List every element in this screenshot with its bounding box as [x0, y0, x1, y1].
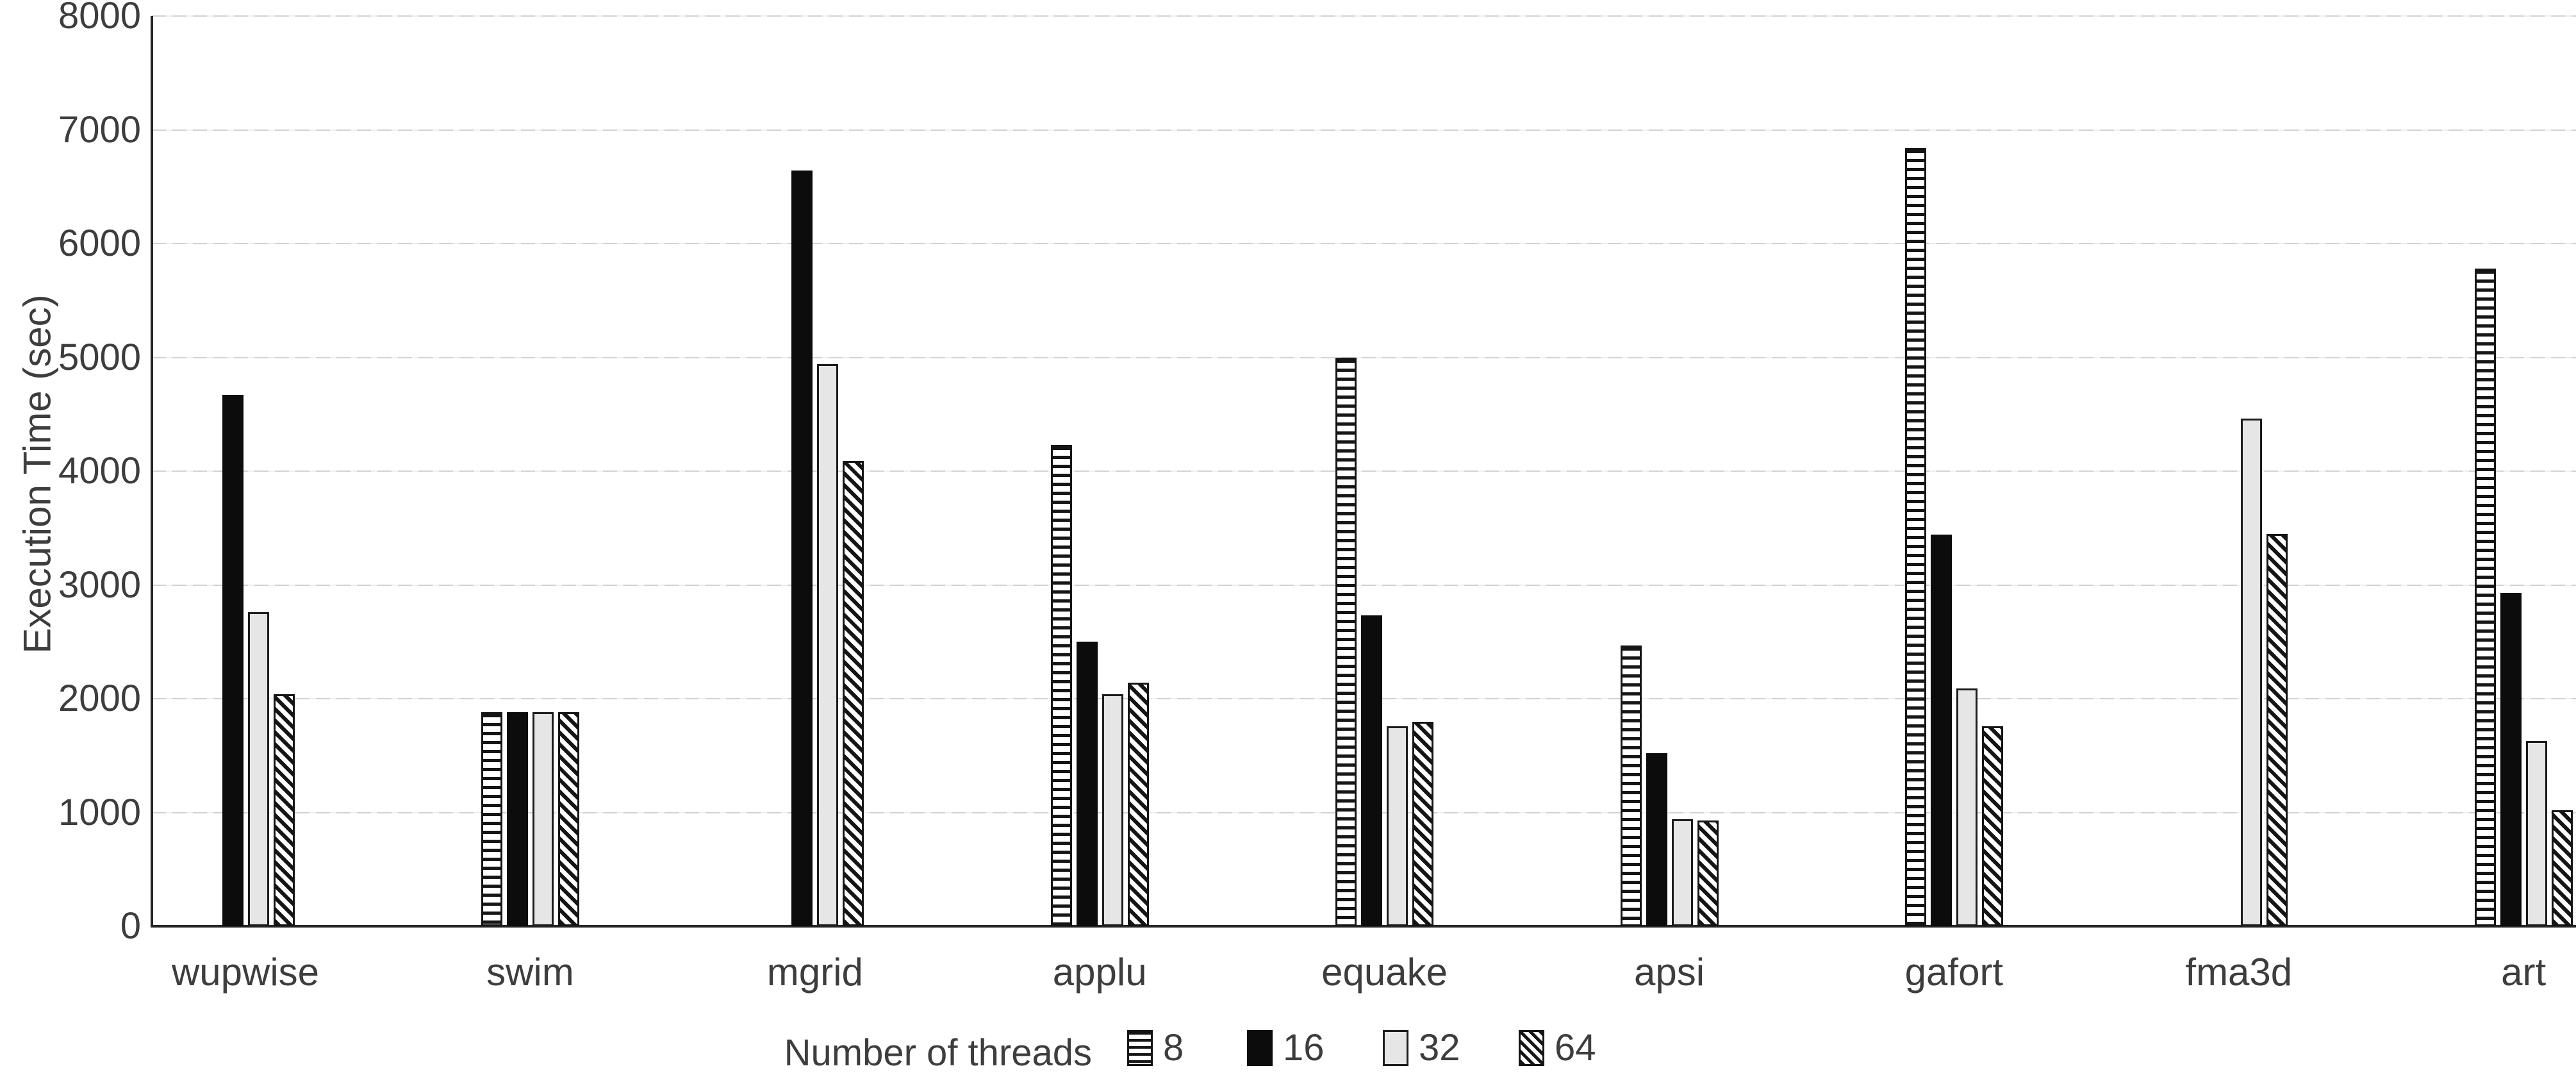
- bar-swim-64: [557, 712, 579, 926]
- gridline-5000: [152, 356, 2576, 358]
- bar-swim-16: [506, 712, 528, 926]
- bar-applu-32: [1102, 694, 1123, 926]
- x-category-label-wupwise: wupwise: [171, 951, 320, 994]
- legend-item-32: 32: [1383, 1029, 1460, 1067]
- y-tick-label-2000: 2000: [58, 678, 141, 719]
- legend-swatch-32: [1383, 1030, 1408, 1066]
- bar-gafort-8: [1904, 147, 1926, 926]
- x-category-label-mgrid: mgrid: [766, 951, 863, 994]
- legend-item-64: 64: [1519, 1029, 1596, 1067]
- bar-art-16: [2500, 592, 2522, 926]
- bar-wupwise-32: [247, 612, 269, 926]
- bar-apsi-32: [1671, 819, 1693, 926]
- bar-applu-16: [1076, 642, 1098, 926]
- y-axis-line: [151, 16, 153, 926]
- bar-wupwise-64: [273, 694, 295, 926]
- bar-applu-8: [1050, 445, 1072, 926]
- bar-gafort-32: [1956, 688, 1977, 926]
- bar-wupwise-16: [222, 395, 244, 926]
- bar-equake-16: [1361, 615, 1383, 926]
- bar-mgrid-32: [817, 364, 839, 926]
- bar-art-64: [2551, 810, 2573, 926]
- x-category-label-art: art: [2501, 951, 2547, 994]
- legend-label-32: 32: [1419, 1027, 1460, 1069]
- y-tick-label-5000: 5000: [58, 336, 141, 378]
- bar-apsi-64: [1697, 820, 1719, 926]
- bar-art-32: [2525, 740, 2547, 926]
- legend-item-8: 8: [1127, 1029, 1184, 1067]
- legend-title: Number of threads: [784, 1032, 1092, 1074]
- legend-label-16: 16: [1283, 1027, 1325, 1069]
- gridline-7000: [152, 129, 2576, 131]
- y-tick-label-0: 0: [120, 905, 141, 947]
- legend-swatch-64: [1519, 1030, 1544, 1066]
- bar-art-8: [2474, 269, 2496, 926]
- bar-swim-8: [481, 712, 502, 926]
- bar-fma3d-64: [2266, 533, 2288, 926]
- x-category-label-applu: applu: [1052, 951, 1147, 994]
- legend-label-64: 64: [1555, 1027, 1596, 1069]
- x-category-label-equake: equake: [1321, 951, 1448, 994]
- y-tick-label-1000: 1000: [58, 791, 141, 833]
- y-tick-label-6000: 6000: [58, 222, 141, 264]
- y-tick-label-4000: 4000: [58, 450, 141, 492]
- y-tick-label-3000: 3000: [58, 563, 141, 606]
- gridline-8000: [152, 15, 2576, 17]
- y-tick-label-7000: 7000: [58, 108, 141, 151]
- bar-apsi-8: [1620, 645, 1642, 926]
- x-axis-line: [151, 925, 2576, 928]
- bar-mgrid-16: [791, 171, 813, 926]
- x-category-label-gafort: gafort: [1904, 951, 2004, 994]
- x-category-label-swim: swim: [486, 951, 574, 994]
- legend-swatch-16: [1247, 1030, 1273, 1066]
- bar-gafort-16: [1930, 535, 1952, 926]
- bar-apsi-16: [1646, 753, 1667, 926]
- gridline-4000: [152, 471, 2576, 472]
- bar-fma3d-32: [2241, 419, 2263, 926]
- y-tick-label-8000: 8000: [58, 0, 141, 37]
- x-category-label-apsi: apsi: [1633, 951, 1705, 994]
- bar-applu-64: [1127, 683, 1149, 926]
- legend-swatch-8: [1127, 1030, 1153, 1066]
- bar-mgrid-64: [843, 461, 864, 926]
- x-category-label-fma3d: fma3d: [2185, 951, 2293, 994]
- bar-gafort-64: [1981, 726, 2003, 926]
- bar-equake-32: [1387, 726, 1408, 926]
- bar-equake-8: [1335, 357, 1357, 926]
- legend-label-8: 8: [1163, 1027, 1184, 1069]
- bar-equake-64: [1412, 721, 1434, 926]
- gridline-6000: [152, 243, 2576, 244]
- legend-item-16: 16: [1247, 1029, 1325, 1067]
- bar-swim-32: [532, 712, 554, 926]
- gridline-3000: [152, 584, 2576, 586]
